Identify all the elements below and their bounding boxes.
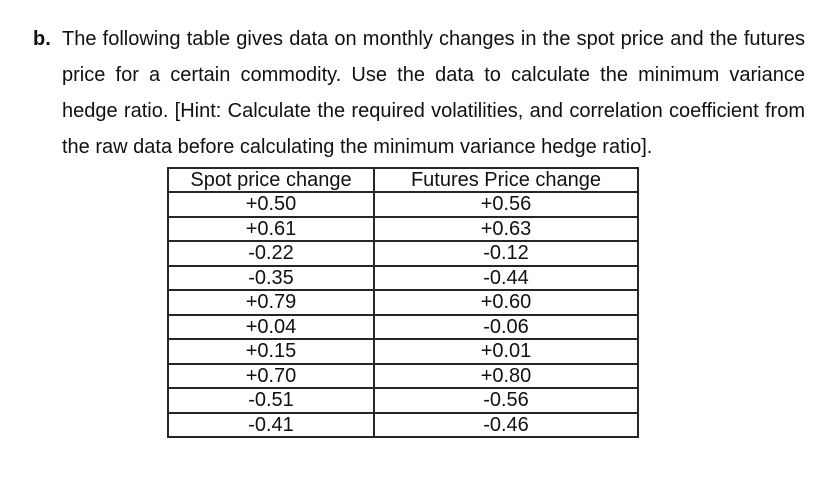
table-row: -0.41 -0.46: [167, 411, 639, 438]
table-cell-futures: -0.56: [373, 387, 639, 414]
table-cell-spot: +0.50: [167, 191, 375, 218]
table-cell-spot: -0.41: [167, 411, 375, 438]
table-cell-spot: +0.15: [167, 338, 375, 365]
table-cell-futures: +0.60: [373, 289, 639, 316]
table-cell-futures: -0.06: [373, 313, 639, 340]
table-row: -0.22 -0.12: [167, 240, 639, 267]
question-line-2: price for a certain commodity. Use the d…: [62, 64, 805, 86]
table-row: +0.61 +0.63: [167, 215, 639, 242]
table-cell-spot: -0.22: [167, 240, 375, 267]
question-item-marker: b.: [33, 28, 51, 50]
table-cell-futures: -0.46: [373, 411, 639, 438]
table-cell-futures: +0.63: [373, 215, 639, 242]
table-row: +0.15 +0.01: [167, 338, 639, 365]
table-cell-spot: +0.70: [167, 362, 375, 389]
table-row: -0.51 -0.56: [167, 387, 639, 414]
table-row: +0.79 +0.60: [167, 289, 639, 316]
table-cell-spot: +0.04: [167, 313, 375, 340]
table-cell-spot: -0.51: [167, 387, 375, 414]
question-paragraph: The following table gives data on monthl…: [62, 21, 805, 165]
table-header-row: Spot price change Futures Price change: [167, 167, 639, 193]
table-cell-spot: +0.61: [167, 215, 375, 242]
question-line-1: The following table gives data on monthl…: [62, 28, 805, 50]
table-cell-spot: -0.35: [167, 264, 375, 291]
table-row: +0.04 -0.06: [167, 313, 639, 340]
table-row: -0.35 -0.44: [167, 264, 639, 291]
table-header-futures: Futures Price change: [373, 167, 639, 193]
table-cell-futures: -0.44: [373, 264, 639, 291]
table-cell-futures: -0.12: [373, 240, 639, 267]
table-row: +0.70 +0.80: [167, 362, 639, 389]
price-changes-table: Spot price change Futures Price change +…: [167, 167, 639, 438]
table-cell-futures: +0.80: [373, 362, 639, 389]
table-cell-futures: +0.56: [373, 191, 639, 218]
table-header-spot: Spot price change: [167, 167, 375, 193]
table-cell-spot: +0.79: [167, 289, 375, 316]
table-cell-futures: +0.01: [373, 338, 639, 365]
table-row: +0.50 +0.56: [167, 191, 639, 218]
question-line-4: the raw data before calculating the mini…: [62, 136, 653, 158]
question-line-3: hedge ratio. [Hint: Calculate the requir…: [62, 100, 805, 122]
